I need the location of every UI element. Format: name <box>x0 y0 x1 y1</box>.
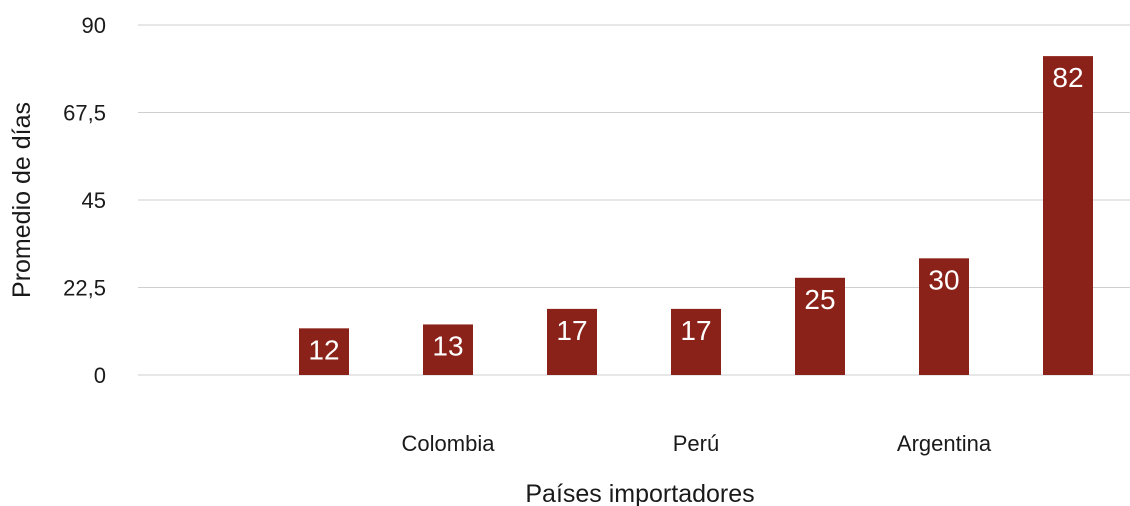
y-tick-label: 0 <box>94 363 106 388</box>
y-axis-title: Promedio de días <box>8 102 36 298</box>
bar-value-label: 12 <box>308 334 339 365</box>
bars <box>299 56 1093 375</box>
x-category-label: Argentina <box>897 431 992 456</box>
data-labels: 12 13 17 17 25 30 82 <box>308 62 1083 365</box>
y-tick-label: 22,5 <box>63 276 106 301</box>
bar <box>1043 56 1093 375</box>
bar <box>423 324 473 375</box>
x-category-label: Perú <box>673 431 719 456</box>
x-axis-title: Países importadores <box>525 480 754 506</box>
bar <box>299 328 349 375</box>
y-axis-ticks: 0 22,5 45 67,5 90 <box>63 13 106 388</box>
x-category-label: Colombia <box>402 431 496 456</box>
x-axis-categories: Colombia Perú Argentina <box>402 431 992 456</box>
bar <box>671 308 721 375</box>
y-tick-label: 45 <box>82 188 106 213</box>
y-tick-label: 67,5 <box>63 101 106 126</box>
bar-value-label: 17 <box>556 315 587 346</box>
bar-value-label: 25 <box>804 284 835 315</box>
bar-value-label: 17 <box>680 315 711 346</box>
bar <box>795 277 845 375</box>
bar <box>547 308 597 375</box>
y-tick-label: 90 <box>82 13 106 38</box>
gridlines <box>138 24 1130 376</box>
bar <box>919 258 969 375</box>
bar-value-label: 30 <box>928 264 959 295</box>
bar-value-label: 13 <box>432 330 463 361</box>
bar-value-label: 82 <box>1052 62 1083 93</box>
